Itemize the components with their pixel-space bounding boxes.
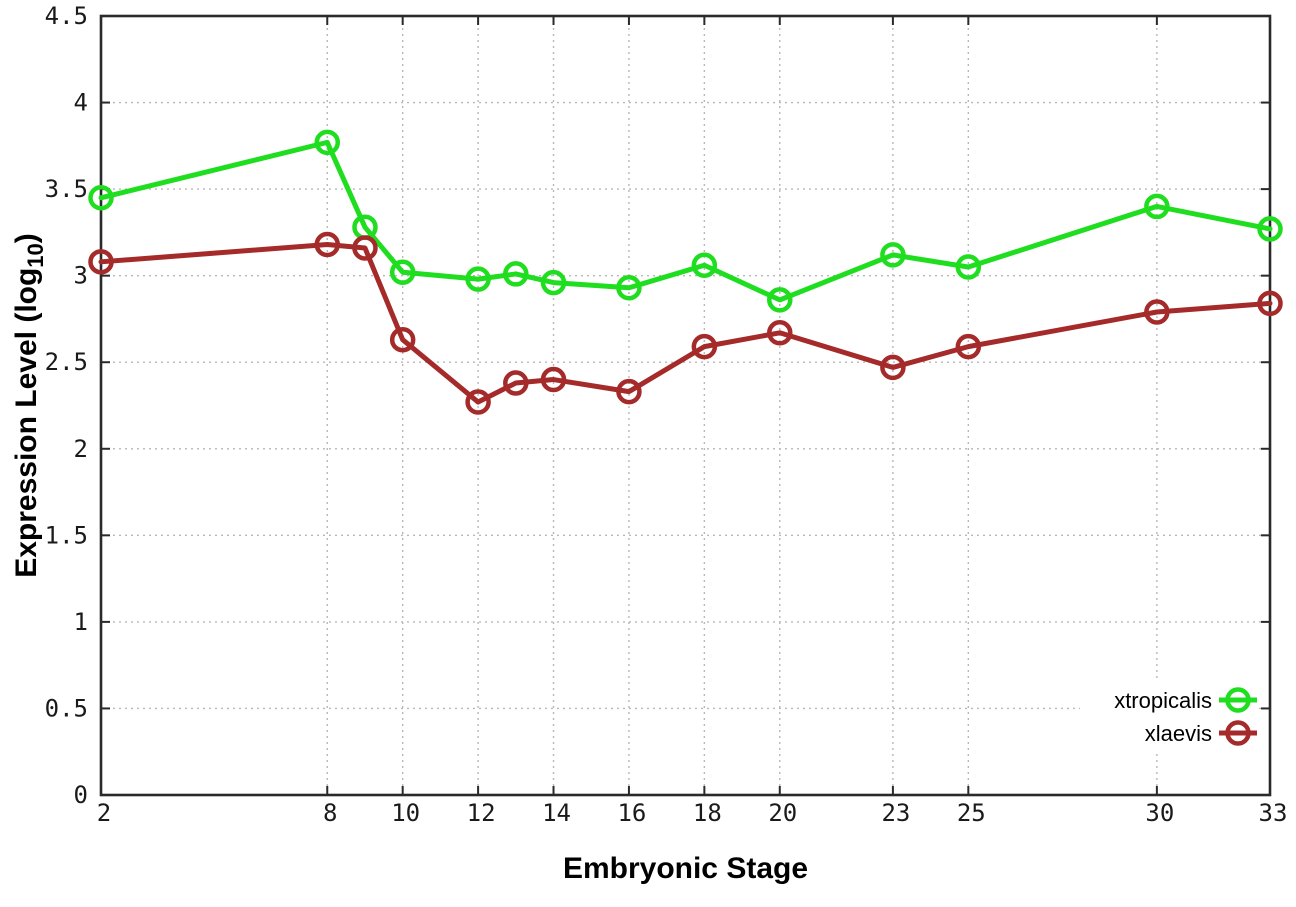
x-tick-label: 25 [957,799,986,827]
x-tick-label: 8 [323,799,337,827]
x-tick-label: 20 [768,799,797,827]
legend-label-xlaevis: xlaevis [1145,721,1212,746]
data-point-xlaevis [352,235,378,261]
y-tick-label: 4.5 [45,2,88,30]
y-axis-title: Expression Level (log10) [10,233,48,578]
data-point-xtropicalis [465,266,491,292]
data-point-xtropicalis [389,259,416,285]
data-point-xtropicalis [767,287,793,313]
x-axis-title: Embryonic Stage [563,852,808,885]
x-tick-label: 23 [881,799,910,827]
data-point-xlaevis [88,249,114,275]
x-tick-label: 14 [542,799,571,827]
data-point-xlaevis [1144,299,1170,325]
y-tick-label: 0 [74,781,88,809]
legend-label-xtropicalis: xtropicalis [1114,688,1212,713]
x-tick-label: 10 [391,799,420,827]
y-tick-label: 1.5 [45,521,88,549]
data-point-xlaevis [389,326,416,353]
data-point-xlaevis [767,320,793,346]
y-tick-label: 2.5 [45,348,88,376]
y-tick-label: 3 [74,262,88,290]
series-line-xlaevis [98,242,1273,405]
data-point-xlaevis [540,366,567,393]
y-tick-label: 3.5 [45,175,88,203]
data-point-xlaevis [691,333,718,360]
x-tick-label: 18 [693,799,722,827]
data-point-xlaevis [616,378,642,405]
data-point-xlaevis [503,370,529,396]
legend-marker-xtropicalis [1225,687,1251,713]
y-tick-label: 1 [74,608,88,636]
data-point-xtropicalis [616,275,642,301]
data-point-xlaevis [955,333,982,360]
data-point-xtropicalis [1144,193,1170,220]
data-point-xlaevis [465,389,491,415]
legend-marker-xlaevis [1225,720,1251,746]
data-point-xtropicalis [955,254,982,280]
data-point-xtropicalis [540,269,567,296]
y-tick-label: 4 [74,89,88,117]
x-tick-label: 33 [1259,799,1288,827]
data-point-xtropicalis [503,261,529,287]
x-tick-label: 16 [617,799,646,827]
data-point-xtropicalis [314,129,341,156]
data-point-xlaevis [1257,290,1283,317]
data-point-xtropicalis [880,242,906,268]
data-point-xtropicalis [88,185,114,211]
y-tick-label: 2 [74,435,88,463]
data-point-xlaevis [314,231,341,258]
data-point-xtropicalis [1257,216,1283,242]
x-tick-label: 30 [1145,799,1174,827]
x-tick-label: 12 [467,799,496,827]
data-point-xtropicalis [691,252,718,279]
y-tick-label: 0.5 [45,694,88,722]
plot-border [99,14,1272,797]
x-tick-label: 2 [97,799,111,827]
data-point-xlaevis [880,354,906,381]
